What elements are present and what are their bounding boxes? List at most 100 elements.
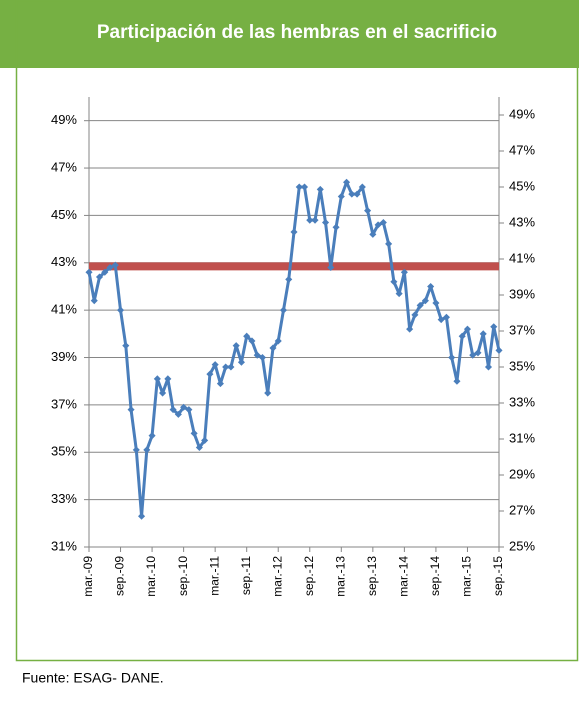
x-tick-label: sep.-09 bbox=[113, 556, 127, 596]
point bbox=[180, 403, 188, 411]
x-tick-label: sep.-10 bbox=[176, 556, 190, 596]
point bbox=[164, 375, 172, 383]
point bbox=[185, 406, 193, 414]
point bbox=[327, 263, 335, 272]
y2-tick-label: 39% bbox=[509, 286, 535, 301]
point bbox=[237, 358, 245, 366]
chart-title: Participación de las hembras en el sacri… bbox=[97, 22, 497, 43]
point bbox=[322, 218, 330, 227]
point bbox=[95, 273, 104, 281]
point bbox=[90, 297, 98, 305]
source: Fuente: ESAG- DANE. bbox=[22, 670, 164, 686]
point bbox=[201, 436, 209, 444]
x-tick-label: mar.-15 bbox=[460, 556, 474, 597]
y-tick-label: 49% bbox=[51, 112, 77, 127]
point bbox=[153, 375, 161, 383]
point bbox=[295, 183, 303, 191]
x-tick-label: sep.-12 bbox=[302, 556, 316, 596]
point bbox=[195, 443, 203, 452]
point bbox=[174, 410, 182, 418]
point bbox=[490, 323, 498, 331]
point bbox=[311, 216, 319, 224]
point bbox=[248, 337, 256, 345]
point bbox=[390, 278, 398, 286]
point bbox=[243, 332, 251, 340]
point bbox=[364, 207, 372, 215]
point bbox=[111, 261, 119, 269]
y2-tick-label: 25% bbox=[509, 538, 535, 553]
point bbox=[463, 325, 471, 333]
point bbox=[258, 353, 266, 362]
y-tick-label: 35% bbox=[51, 444, 77, 459]
x-tick-label: sep.-15 bbox=[491, 556, 505, 596]
y2-tick-label: 41% bbox=[509, 250, 535, 265]
point bbox=[127, 406, 135, 414]
point bbox=[453, 377, 461, 385]
y2-tick-label: 27% bbox=[509, 502, 535, 517]
point bbox=[290, 228, 298, 236]
point bbox=[353, 190, 361, 198]
x-tick-label: mar.-09 bbox=[81, 556, 95, 597]
point bbox=[206, 370, 214, 378]
point bbox=[448, 353, 456, 362]
y-tick-label: 47% bbox=[51, 159, 77, 174]
point bbox=[458, 332, 466, 340]
x-tick-label: sep.-13 bbox=[365, 556, 379, 596]
point bbox=[343, 178, 351, 186]
point bbox=[427, 282, 435, 291]
point bbox=[432, 299, 440, 307]
point bbox=[442, 313, 450, 321]
point bbox=[358, 183, 366, 191]
y2-tick-label: 37% bbox=[509, 322, 535, 337]
point bbox=[332, 223, 340, 231]
point bbox=[117, 306, 125, 314]
point bbox=[148, 432, 156, 440]
point bbox=[211, 361, 219, 369]
y-tick-label: 31% bbox=[51, 538, 77, 553]
point bbox=[395, 290, 403, 298]
point bbox=[348, 190, 356, 198]
x-tick-label: mar.-11 bbox=[207, 556, 221, 596]
y-tick-label: 41% bbox=[51, 302, 77, 317]
header-bar bbox=[0, 0, 579, 68]
point bbox=[495, 346, 503, 354]
point bbox=[279, 306, 288, 314]
y2-tick-label: 45% bbox=[509, 178, 535, 193]
y-tick-label: 37% bbox=[51, 396, 77, 411]
point bbox=[285, 275, 293, 283]
point bbox=[138, 512, 146, 520]
point bbox=[416, 301, 424, 309]
point bbox=[385, 240, 393, 248]
point bbox=[406, 325, 414, 333]
point bbox=[122, 342, 130, 350]
point bbox=[216, 380, 224, 388]
point bbox=[132, 446, 140, 454]
y2-tick-label: 29% bbox=[509, 466, 535, 481]
point bbox=[421, 297, 429, 305]
point bbox=[379, 218, 387, 227]
point bbox=[190, 429, 198, 437]
x-tick-label: mar.-10 bbox=[144, 556, 158, 597]
x-tick-label: mar.-12 bbox=[270, 556, 284, 597]
point bbox=[300, 183, 309, 191]
y2-tick-label: 49% bbox=[509, 106, 535, 121]
y2-tick-label: 47% bbox=[509, 142, 535, 157]
point bbox=[227, 363, 235, 371]
y2-tick-label: 43% bbox=[509, 214, 535, 229]
point bbox=[337, 192, 345, 201]
point bbox=[316, 185, 324, 193]
point bbox=[306, 216, 314, 224]
x-tick-label: sep.-14 bbox=[428, 556, 442, 596]
point bbox=[437, 316, 445, 324]
point bbox=[101, 268, 109, 276]
point bbox=[479, 330, 487, 338]
point bbox=[159, 389, 167, 397]
y-tick-label: 39% bbox=[51, 349, 77, 364]
point bbox=[264, 389, 272, 397]
point bbox=[400, 268, 408, 276]
point bbox=[232, 342, 240, 350]
x-tick-label: mar.-13 bbox=[333, 556, 347, 597]
y2-tick-label: 33% bbox=[509, 394, 535, 409]
